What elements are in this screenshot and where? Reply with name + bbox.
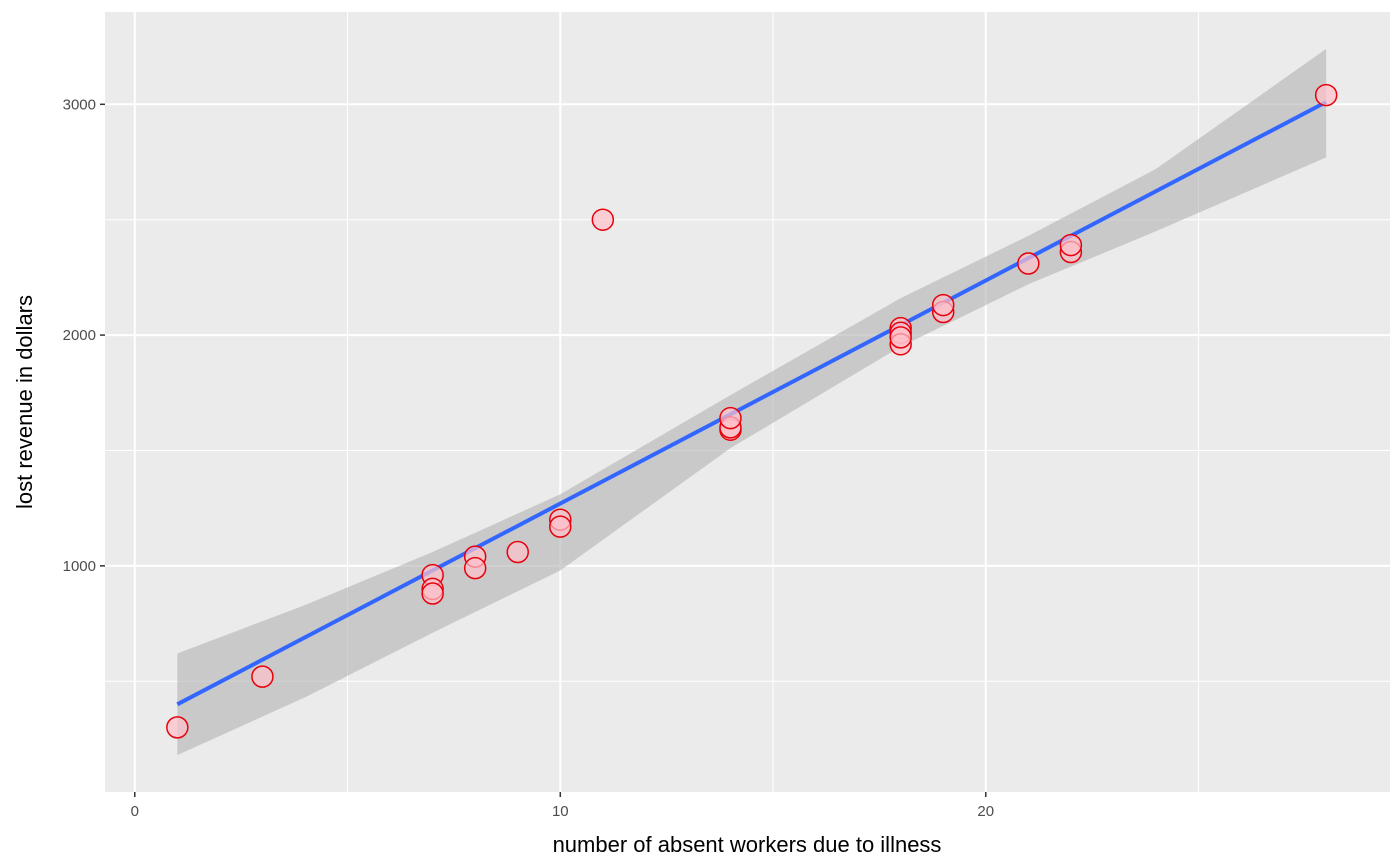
x-tick-label: 10 — [552, 803, 569, 820]
data-point — [506, 540, 529, 564]
data-point — [166, 716, 189, 739]
y-axis-ticks: 1000 2000 3000 — [63, 96, 105, 575]
y-tick-label: 1000 — [63, 558, 96, 575]
data-point — [549, 515, 572, 538]
data-point — [591, 208, 615, 231]
data-point — [931, 293, 955, 317]
data-point — [889, 326, 912, 349]
x-axis-title: number of absent workers due to illness — [553, 832, 942, 857]
regression-line — [176, 100, 1328, 707]
data-point — [251, 665, 274, 688]
y-tick-label: 2000 — [63, 327, 96, 344]
data-point — [463, 556, 487, 580]
data-point — [421, 582, 444, 605]
x-axis-ticks: 0 10 20 — [131, 792, 994, 820]
data-point — [1059, 233, 1083, 257]
data-point — [719, 406, 742, 430]
major-gridlines — [105, 12, 1390, 792]
x-tick-label: 0 — [131, 803, 139, 820]
data-point — [1017, 252, 1040, 275]
y-tick-label: 3000 — [63, 96, 96, 113]
data-point — [1314, 83, 1338, 107]
x-tick-label: 20 — [977, 803, 994, 820]
data-points — [166, 83, 1338, 739]
y-axis-title: lost revenue in dollars — [12, 295, 37, 509]
